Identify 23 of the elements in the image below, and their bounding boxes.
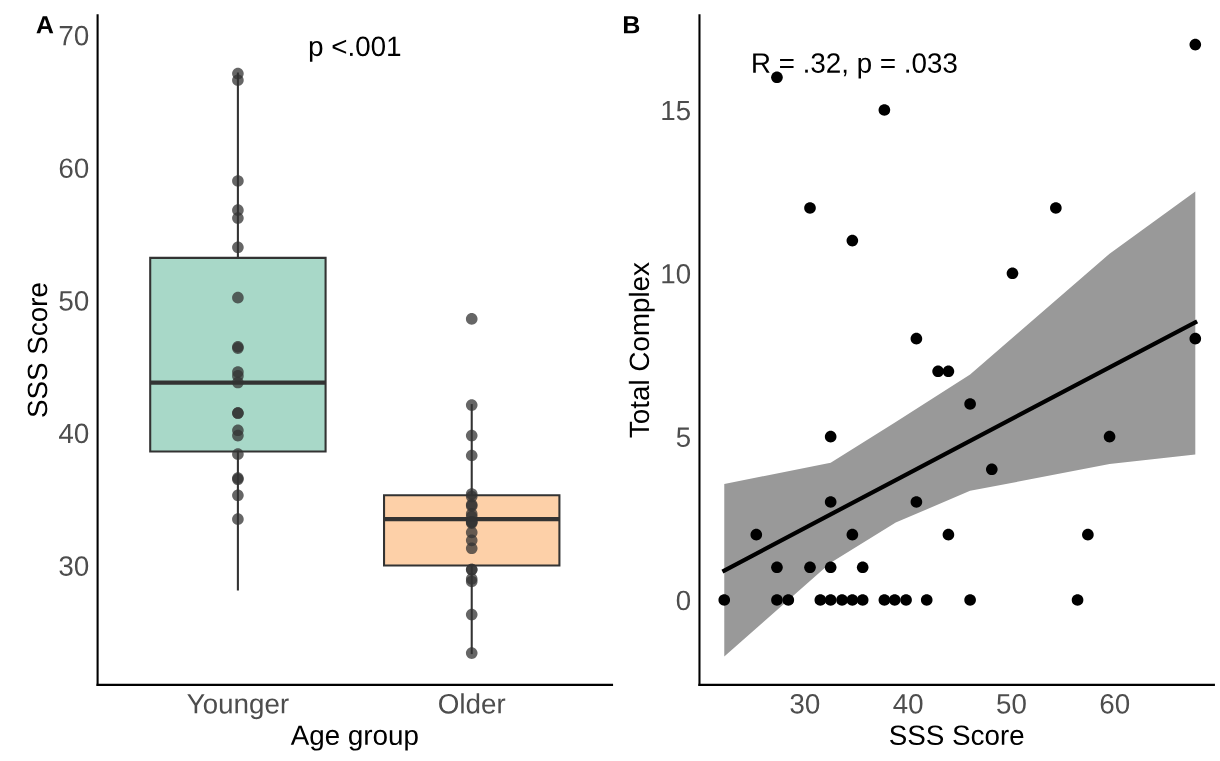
x-tick-label: Older — [439, 693, 506, 714]
x-tick-label: 30 — [790, 693, 820, 714]
y-tick-label: 10 — [662, 263, 691, 284]
x-tick-label: 50 — [997, 693, 1026, 714]
y-tick-label: 50 — [59, 291, 89, 311]
y-tick-label: 5 — [676, 427, 690, 447]
y-tick-label: 70 — [59, 25, 89, 46]
chart-title: A — [36, 16, 54, 34]
x-axis-title: Age group — [290, 725, 418, 751]
y-tick-label: 30 — [59, 556, 89, 576]
annotation: p <.001 — [309, 36, 401, 62]
x-tick-label: 40 — [893, 693, 923, 714]
x-tick-label: 60 — [1100, 693, 1130, 714]
x-axis-title: SSS Score — [890, 725, 1024, 746]
y-axis-title: Total Complex — [628, 262, 655, 438]
y-tick-label: 15 — [662, 100, 690, 121]
y-tick-label: 40 — [59, 423, 89, 444]
x-tick-label: Younger — [187, 694, 289, 720]
y-axis-title: SSS Score — [27, 283, 48, 417]
y-tick-label: 60 — [59, 158, 89, 179]
annotation: R = .32, p = .033 — [753, 53, 957, 79]
chart-title: B — [623, 16, 640, 34]
y-tick-label: 0 — [676, 590, 691, 611]
